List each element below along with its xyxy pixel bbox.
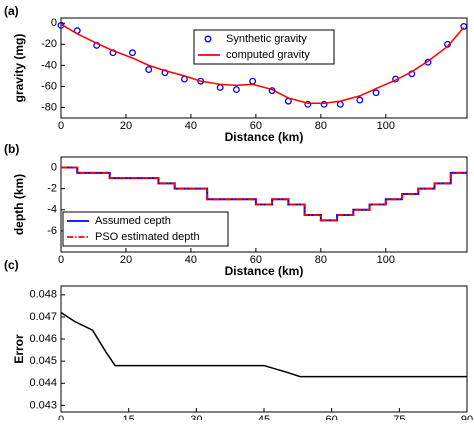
- x-tick-label: 80: [315, 254, 327, 266]
- marker: [372, 89, 380, 97]
- series-line: [61, 23, 465, 105]
- legend-marker: [204, 35, 212, 43]
- y-tick-label: 0.048: [29, 289, 57, 301]
- x-tick-label: 75: [393, 414, 405, 420]
- y-axis-label: depth (km): [12, 174, 26, 235]
- x-tick-label: 0: [58, 120, 64, 132]
- x-tick-label: 0: [58, 254, 64, 266]
- plot-area: [60, 285, 468, 413]
- x-axis-label: Distance (km): [225, 264, 304, 278]
- y-tick-label: -20: [41, 38, 57, 50]
- x-tick-label: 40: [185, 120, 197, 132]
- y-tick-label: 0.046: [29, 333, 57, 345]
- y-tick-label: -80: [41, 101, 57, 113]
- x-axis-label: Distance (km): [225, 130, 304, 144]
- x-tick-label: 20: [120, 120, 132, 132]
- panel-label: (c): [4, 258, 19, 272]
- series-line: [61, 311, 467, 378]
- x-tick-label: 90: [461, 414, 473, 420]
- x-tick-label: 0: [58, 414, 64, 420]
- x-tick-label: 45: [258, 414, 270, 420]
- panel-label: (a): [4, 4, 19, 18]
- panel-label: (b): [4, 142, 19, 156]
- x-tick-label: 60: [250, 254, 262, 266]
- legend-label: computed gravity: [226, 49, 310, 61]
- y-tick-label: -4: [47, 204, 57, 216]
- marker: [304, 100, 312, 108]
- x-tick-label: 100: [377, 120, 395, 132]
- series-line: [61, 166, 467, 222]
- y-tick-label: -6: [47, 225, 57, 237]
- x-tick-label: 60: [250, 120, 262, 132]
- legend-box: [193, 29, 335, 65]
- y-tick-label: -60: [41, 80, 57, 92]
- x-tick-label: 100: [377, 254, 395, 266]
- legend-label: Synthetic gravity: [226, 33, 307, 45]
- marker: [460, 22, 468, 30]
- y-tick-label: 0.047: [29, 311, 57, 323]
- y-axis-label: gravity (mg): [12, 34, 26, 103]
- x-tick-label: 40: [185, 254, 197, 266]
- y-tick-label: 0.045: [29, 355, 57, 367]
- y-tick-label: 0: [51, 17, 57, 29]
- x-tick-label: 30: [190, 414, 202, 420]
- x-tick-label: 20: [120, 254, 132, 266]
- x-tick-label: 60: [326, 414, 338, 420]
- y-tick-label: 0.043: [29, 399, 57, 411]
- y-tick-label: 0.044: [29, 377, 57, 389]
- legend-label: PSO estimated depth: [95, 231, 200, 243]
- marker: [356, 96, 364, 104]
- x-tick-label: 15: [123, 414, 135, 420]
- marker: [320, 100, 328, 108]
- x-tick-label: 80: [315, 120, 327, 132]
- y-axis-label: Error: [12, 334, 26, 364]
- y-tick-label: -2: [47, 183, 57, 195]
- marker: [145, 66, 153, 74]
- legend-box: [62, 211, 229, 247]
- marker: [129, 49, 136, 57]
- y-tick-label: 0: [51, 161, 57, 173]
- marker: [232, 86, 240, 94]
- y-tick-label: -40: [41, 59, 57, 71]
- legend-label: Assumed cepth: [95, 215, 171, 227]
